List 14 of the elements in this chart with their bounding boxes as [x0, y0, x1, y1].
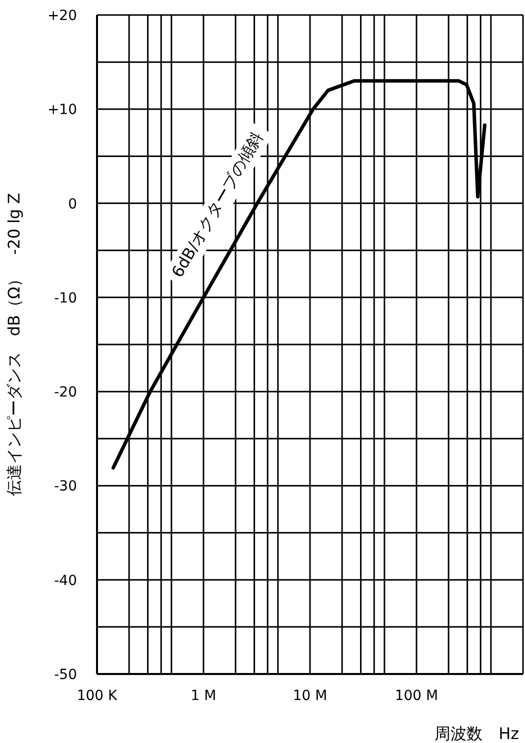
y-tick-label: +10: [47, 102, 77, 118]
y-tick-label: 0: [68, 196, 77, 212]
y-tick-label: -30: [54, 478, 77, 495]
y-tick-label: -50: [54, 666, 77, 683]
x-axis-title: 周波数 Hz: [434, 724, 519, 743]
x-tick-label: 100 K: [76, 688, 118, 704]
y-axis-title: 伝達インピーダンス dB（Ω） -20 lg Z: [4, 192, 24, 496]
y-tick-label: -10: [54, 290, 77, 306]
x-tick-label: 100 M: [394, 688, 438, 704]
y-tick-label: +20: [47, 8, 77, 24]
x-tick-label: 10 M: [292, 688, 328, 704]
y-tick-label: -40: [54, 572, 77, 589]
x-tick-label: 1 M: [190, 688, 216, 704]
y-tick-label: -20: [54, 384, 77, 401]
